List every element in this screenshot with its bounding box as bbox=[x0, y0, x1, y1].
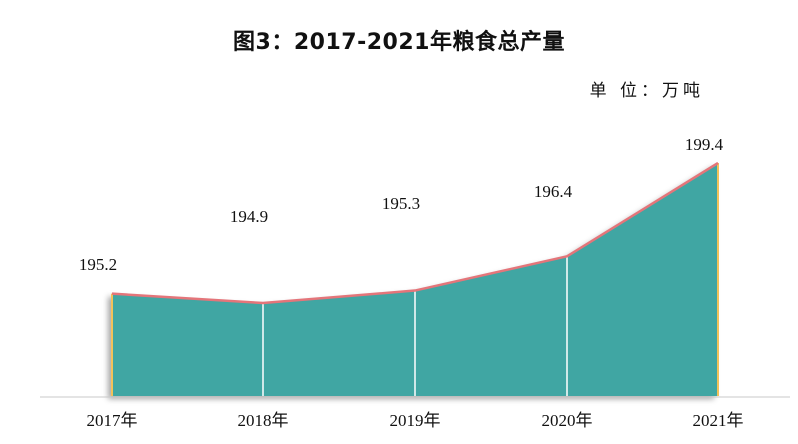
x-tick-label-2019: 2019年 bbox=[390, 411, 441, 430]
series-line bbox=[111, 161, 719, 305]
data-label-2019: 195.3 bbox=[382, 194, 420, 213]
x-tick-label-2018: 2018年 bbox=[238, 411, 289, 430]
data-label-2018: 194.9 bbox=[230, 207, 268, 226]
chart-title: 图3：2017-2021年粮食总产量 bbox=[233, 30, 565, 55]
x-tick-label-2021: 2021年 bbox=[693, 411, 744, 430]
data-label-2017: 195.2 bbox=[79, 255, 117, 274]
x-tick-label-2020: 2020年 bbox=[542, 411, 593, 430]
data-label-2020: 196.4 bbox=[534, 182, 573, 201]
data-label-2021: 199.4 bbox=[685, 135, 724, 154]
unit-label: 单 位：万吨 bbox=[589, 81, 704, 101]
x-tick-label-2017: 2017年 bbox=[87, 411, 138, 430]
